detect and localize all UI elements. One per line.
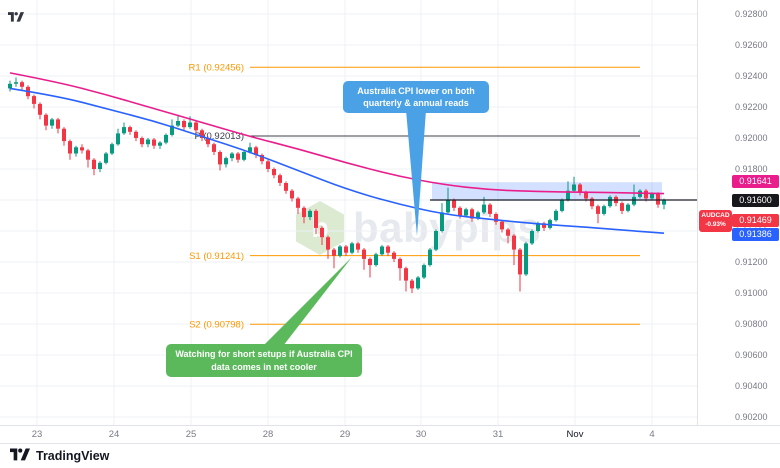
date-tick: 28 xyxy=(262,429,274,440)
price-label-current: 0.91600 xyxy=(732,193,779,207)
symbol-name: AUDCAD xyxy=(701,212,730,220)
level-label-S1: S1 (0.91241) xyxy=(189,251,244,262)
date-tick: 29 xyxy=(339,429,351,440)
date-tick: 30 xyxy=(415,429,427,440)
tradingview-brand-text[interactable]: TradingView xyxy=(36,449,110,463)
annotation-cpi-text: Australia CPI lower on both quarterly & … xyxy=(357,85,475,108)
chart-area[interactable]: b babypips R1 (0.92456) P (0.92013) S1 (0.… xyxy=(0,0,697,425)
ma-blue xyxy=(9,87,665,234)
price-tick: 0.90400 xyxy=(735,381,768,391)
price-tick: 0.92600 xyxy=(735,40,768,50)
annotation-cpi-callout[interactable]: Australia CPI lower on both quarterly & … xyxy=(343,81,489,113)
time-axis[interactable]: 23 24 25 28 29 30 31 Nov 4 xyxy=(0,425,780,443)
date-tick: 24 xyxy=(108,429,120,440)
level-label-S2: S2 (0.90798) xyxy=(189,320,244,331)
price-tick: 0.90600 xyxy=(735,350,768,360)
price-label-last: 0.91469 xyxy=(732,213,779,227)
tradingview-logo-icon[interactable] xyxy=(8,9,24,27)
level-label-R1: R1 (0.92456) xyxy=(189,63,244,74)
price-tick: 0.92400 xyxy=(735,71,768,81)
price-axis[interactable]: 0.92800 0.92600 0.92400 0.92200 0.92000 0.918… xyxy=(697,0,780,443)
price-tick: 0.92000 xyxy=(735,133,768,143)
date-tick: Nov xyxy=(566,429,584,440)
price-label-pink-ma: 0.91641 xyxy=(732,174,779,188)
price-tick: 0.92800 xyxy=(735,9,768,19)
tradingview-glyph xyxy=(10,448,30,460)
price-tick: 0.90800 xyxy=(735,319,768,329)
symbol-change-badge: AUDCAD -0.93% xyxy=(699,210,732,232)
price-label-blue-ma: 0.91386 xyxy=(732,227,779,241)
date-tick: 23 xyxy=(31,429,43,440)
candles-layer xyxy=(8,77,666,293)
price-tick: 0.91000 xyxy=(735,288,768,298)
annotation-short-setup-callout[interactable]: Watching for short setups if Australia C… xyxy=(166,344,362,377)
price-tick: 0.91200 xyxy=(735,257,768,267)
level-label-P: P (0.92013) xyxy=(195,131,244,142)
annotation-arrow-setup xyxy=(263,257,352,346)
annotation-short-setup-text: Watching for short setups if Australia C… xyxy=(175,349,353,372)
price-tick: 0.90200 xyxy=(735,412,768,422)
price-tick: 0.91800 xyxy=(735,164,768,174)
date-tick: 25 xyxy=(185,429,197,440)
date-tick: 4 xyxy=(649,429,655,440)
tradingview-logo-icon[interactable] xyxy=(10,447,30,466)
babypips-logo-icon: b xyxy=(296,201,344,255)
symbol-change-pct: -0.93% xyxy=(705,221,726,229)
date-tick: 31 xyxy=(492,429,504,440)
footer-bar: TradingView xyxy=(0,443,780,468)
price-tick: 0.92200 xyxy=(735,102,768,112)
ma-pink xyxy=(9,72,665,195)
annotation-arrow-cpi xyxy=(406,110,426,236)
tradingview-glyph xyxy=(8,12,24,22)
